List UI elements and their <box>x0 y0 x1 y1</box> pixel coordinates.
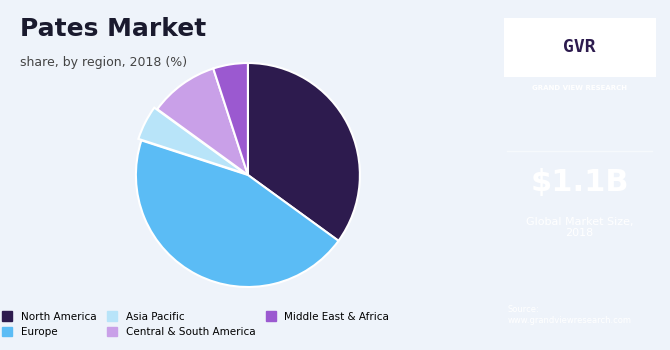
Wedge shape <box>213 63 248 175</box>
Wedge shape <box>136 140 338 287</box>
Wedge shape <box>157 69 248 175</box>
Text: GVR: GVR <box>563 38 596 56</box>
Wedge shape <box>139 108 245 174</box>
Text: Global Market Size,
2018: Global Market Size, 2018 <box>526 217 633 238</box>
FancyBboxPatch shape <box>504 18 655 77</box>
Wedge shape <box>248 63 360 241</box>
Text: $1.1B: $1.1B <box>530 168 629 196</box>
Text: GRAND VIEW RESEARCH: GRAND VIEW RESEARCH <box>532 84 627 91</box>
Text: Source:
www.grandviewresearch.com: Source: www.grandviewresearch.com <box>507 305 631 325</box>
Text: share, by region, 2018 (%): share, by region, 2018 (%) <box>19 56 187 69</box>
Text: Pates Market: Pates Market <box>19 18 206 42</box>
Legend: North America, Europe, Asia Pacific, Central & South America, Middle East & Afri: North America, Europe, Asia Pacific, Cen… <box>0 307 393 341</box>
